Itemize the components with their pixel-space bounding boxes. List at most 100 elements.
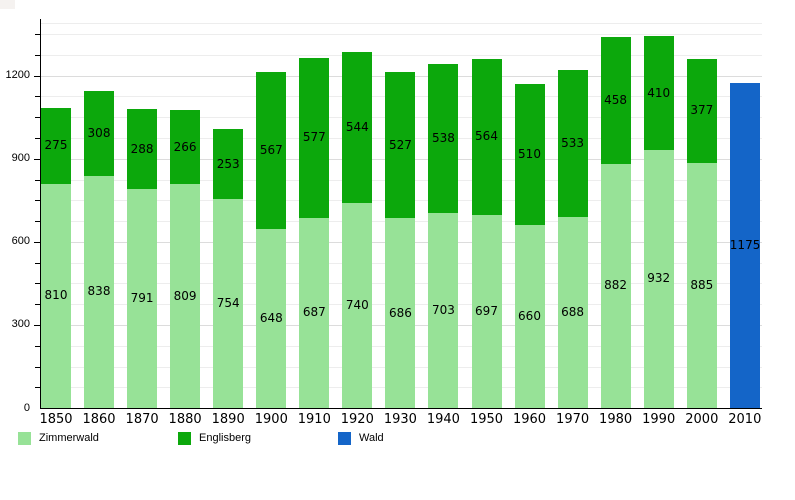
- x-axis: [40, 408, 762, 409]
- y-axis: [40, 19, 41, 408]
- y-minor-tick: [35, 200, 40, 202]
- y-major-tick: [34, 75, 40, 77]
- bar-value-label: 288: [130, 141, 154, 156]
- bar-value-label: 686: [388, 305, 412, 320]
- x-tick-label: 1860: [82, 412, 116, 427]
- y-minor-tick: [35, 34, 40, 36]
- bar-value-label: 510: [518, 147, 541, 162]
- bar-value-label: 838: [87, 284, 111, 299]
- bar-segment-englisberg-1880: [170, 110, 201, 184]
- minor-gridline: [41, 54, 762, 56]
- y-major-tick: [34, 241, 40, 243]
- bar-segment-englisberg-1920: [342, 52, 373, 204]
- x-tick-label: 1970: [556, 412, 590, 427]
- y-minor-tick: [35, 262, 40, 264]
- bar-segment-zimmerwald-1910: [299, 217, 330, 408]
- legend-swatch: [18, 431, 31, 445]
- x-tick-label: 2010: [728, 412, 762, 427]
- y-tick-label: 600: [11, 235, 30, 248]
- bar-value-label: 791: [130, 291, 154, 305]
- bar-segment-englisberg-1870: [127, 109, 158, 189]
- bar-segment-zimmerwald-1940: [428, 213, 459, 408]
- x-tick-label: 1990: [642, 412, 676, 427]
- bar-value-label: 688: [561, 305, 585, 320]
- x-tick-label: 1940: [426, 412, 460, 427]
- bar-value-label: 885: [690, 277, 714, 292]
- x-tick-label: 1890: [211, 412, 245, 427]
- bar-value-label: 308: [87, 125, 111, 140]
- x-tick-label: 1910: [297, 412, 331, 427]
- bar-value-label: 810: [44, 288, 68, 303]
- y-minor-tick: [35, 179, 40, 181]
- bar-value-label: 567: [259, 142, 283, 157]
- legend-label: Wald: [359, 432, 384, 444]
- x-tick-label: 1960: [512, 412, 547, 427]
- x-tick-label: 1880: [168, 412, 202, 427]
- legend-item-zimmerwald: Zimmerwald: [18, 431, 99, 445]
- y-minor-tick: [35, 304, 40, 306]
- legend-label: Zimmerwald: [39, 432, 99, 444]
- corner-artifact: [0, 0, 15, 9]
- bar-segment-englisberg-1930: [385, 72, 416, 218]
- bar-segment-zimmerwald-1950: [471, 214, 502, 408]
- bar-value-label: 648: [259, 310, 283, 325]
- y-tick-label: 0: [23, 401, 30, 414]
- x-tick-label: 1950: [469, 412, 504, 427]
- bar-value-label: 544: [345, 120, 369, 135]
- bar-segment-englisberg-1910: [299, 57, 330, 218]
- bar-segment-englisberg-2000: [686, 58, 717, 163]
- bar-value-label: 458: [604, 92, 628, 107]
- bar-value-label: 687: [302, 305, 326, 320]
- bar-value-label: 527: [388, 137, 412, 152]
- y-tick-label: 300: [11, 318, 30, 331]
- bar-segment-zimmerwald-1850: [41, 183, 71, 408]
- bar-value-label: 275: [44, 138, 68, 153]
- bar-value-label: 754: [216, 296, 240, 311]
- bar-value-label: 697: [475, 304, 498, 318]
- bar-segment-wald-2010: [729, 82, 760, 408]
- y-minor-tick: [35, 96, 40, 98]
- bar-value-label: 533: [561, 136, 585, 151]
- y-minor-tick: [35, 117, 40, 119]
- bar-value-label: 266: [173, 139, 197, 154]
- legend-item-englisberg: Englisberg: [178, 431, 251, 445]
- bar-segment-englisberg-1970: [557, 69, 588, 218]
- bar-segment-englisberg-1860: [84, 90, 114, 176]
- bar-value-label: 932: [647, 271, 671, 286]
- bar-value-label: 377: [690, 103, 714, 118]
- x-tick-label: 1930: [383, 412, 417, 427]
- bar-value-label: 809: [173, 288, 197, 303]
- y-major-tick: [34, 158, 40, 160]
- bar-segment-englisberg-1890: [213, 129, 244, 200]
- bar-segment-zimmerwald-1970: [557, 217, 588, 408]
- minor-gridline: [41, 34, 762, 36]
- y-minor-tick: [35, 137, 40, 139]
- bar-segment-zimmerwald-2000: [686, 162, 717, 408]
- x-tick-label: 1870: [125, 412, 159, 427]
- x-tick-label: 1980: [599, 412, 633, 427]
- bar-segment-englisberg-1960: [514, 83, 545, 226]
- legend-item-wald: Wald: [338, 431, 384, 445]
- bar-segment-englisberg-1980: [600, 36, 631, 164]
- y-minor-tick: [35, 387, 40, 389]
- bar-segment-zimmerwald-1980: [600, 163, 631, 408]
- y-tick-label: 1200: [5, 69, 30, 82]
- bar-segment-zimmerwald-1900: [256, 228, 287, 408]
- y-minor-tick: [35, 366, 40, 368]
- bar-value-label: 564: [475, 129, 498, 144]
- bar-segment-zimmerwald-1870: [127, 188, 158, 408]
- legend-swatch: [178, 431, 191, 445]
- bar-value-label: 410: [647, 85, 671, 100]
- legend-swatch: [338, 431, 351, 445]
- bar-segment-zimmerwald-1860: [84, 175, 114, 408]
- bar-value-label: 882: [604, 278, 628, 293]
- bar-value-label: 703: [431, 303, 455, 318]
- top-gridline: [41, 23, 762, 24]
- bar-value-label: 1175: [729, 237, 761, 252]
- y-tick-label: 900: [11, 152, 30, 165]
- bar-value-label: 740: [345, 298, 369, 312]
- bar-segment-zimmerwald-1920: [342, 203, 373, 408]
- bar-segment-englisberg-1900: [256, 71, 287, 229]
- x-tick-label: 1850: [39, 412, 73, 427]
